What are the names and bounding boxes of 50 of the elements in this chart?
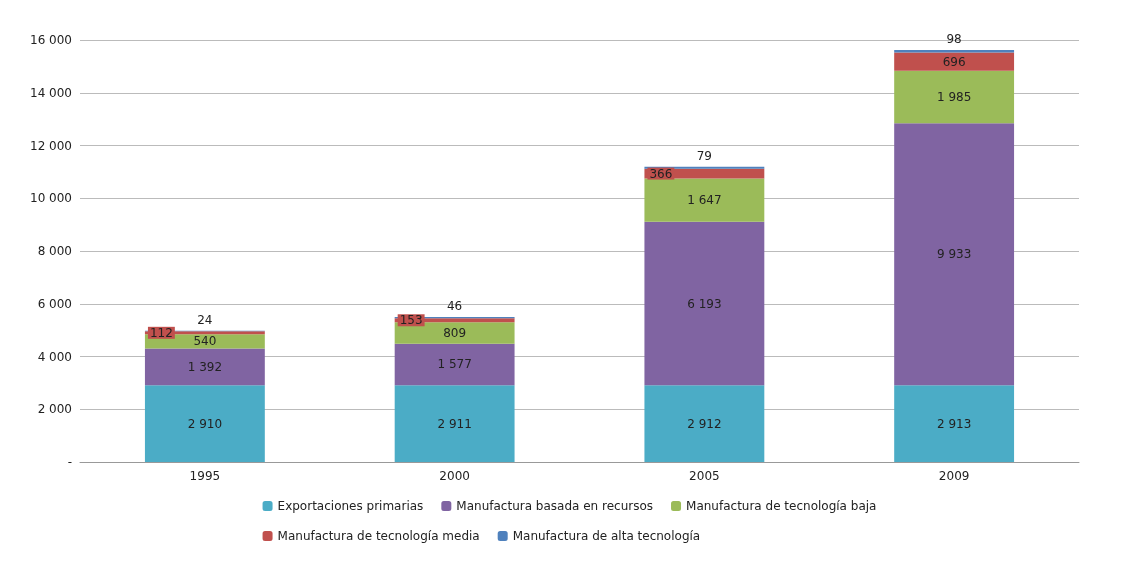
x-tick-label: 2000 xyxy=(439,469,470,483)
data-label: 98 xyxy=(946,31,962,46)
legend-label: Exportaciones primarias xyxy=(277,499,424,513)
data-label: 46 xyxy=(446,299,463,314)
data-label: 79 xyxy=(696,148,713,163)
data-label: 1 647 xyxy=(687,193,722,208)
data-label: 1 577 xyxy=(437,357,472,372)
x-tick-label: 2005 xyxy=(689,469,720,483)
data-label: 1 985 xyxy=(936,90,972,105)
y-tick-label: 2 000 xyxy=(37,402,72,417)
bar xyxy=(894,52,1015,71)
y-tick-label: 10 000 xyxy=(30,191,72,206)
bar xyxy=(144,385,265,462)
data-label: 24 xyxy=(197,312,213,327)
data-label: 112 xyxy=(149,325,173,340)
bar xyxy=(894,385,1015,462)
y-tick-label: 14 000 xyxy=(30,85,72,100)
y-tick-label: 4 000 xyxy=(37,349,72,364)
data-label: 2 912 xyxy=(687,416,722,431)
x-tick-label: 1995 xyxy=(189,469,221,483)
data-label: 153 xyxy=(399,313,423,328)
bar xyxy=(894,70,1015,124)
bar xyxy=(394,322,515,344)
bar xyxy=(394,343,515,386)
data-label: 696 xyxy=(942,54,966,69)
data-label: 809 xyxy=(443,325,467,340)
x-tick-label: 2009 xyxy=(938,469,970,483)
y-tick-label: - xyxy=(67,455,72,469)
bar xyxy=(644,178,765,222)
data-label: 6 193 xyxy=(687,296,722,311)
data-label: 366 xyxy=(649,166,673,181)
legend-label: Manufactura basada en recursos xyxy=(456,499,654,513)
y-tick-label: 12 000 xyxy=(30,138,72,153)
legend-label: Manufactura de alta tecnología xyxy=(512,529,701,543)
y-tick-label: 16 000 xyxy=(30,33,72,47)
bar xyxy=(144,348,265,386)
data-label: 540 xyxy=(193,334,217,349)
bar xyxy=(894,123,1015,386)
data-label: 2 911 xyxy=(437,416,472,431)
data-label: 2 913 xyxy=(936,416,972,431)
data-label: 1 392 xyxy=(187,359,223,374)
data-label: 9 933 xyxy=(936,247,972,262)
bar xyxy=(644,221,765,386)
data-label: 2 910 xyxy=(187,416,223,431)
y-tick-label: 6 000 xyxy=(37,296,72,311)
y-tick-label: 8 000 xyxy=(37,244,72,258)
bar xyxy=(394,385,515,462)
legend-label: Manufactura de tecnología media xyxy=(277,529,480,543)
bar xyxy=(644,385,765,462)
legend-label: Manufactura de tecnología baja xyxy=(686,499,877,513)
